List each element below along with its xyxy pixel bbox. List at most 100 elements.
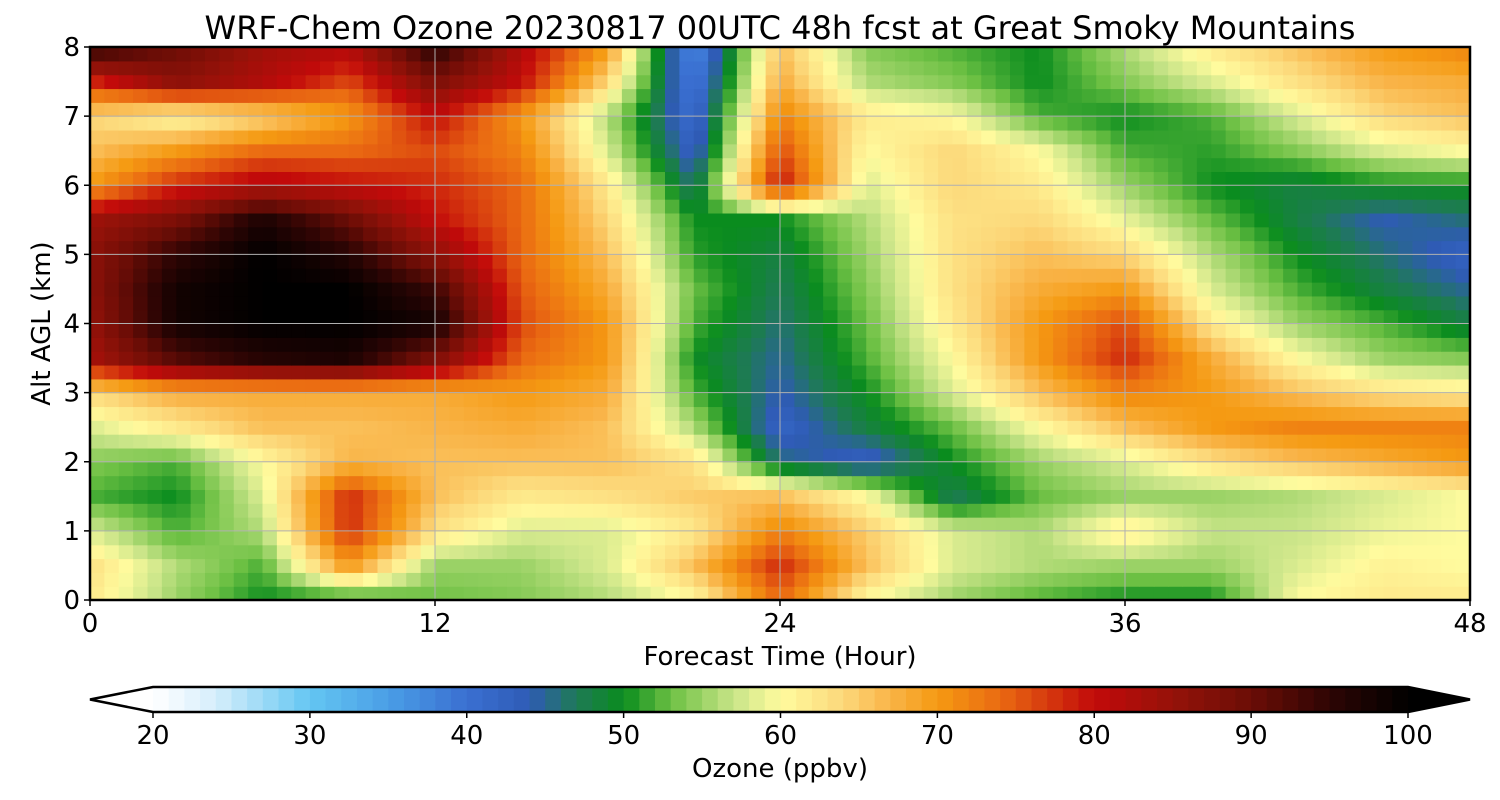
heatmap-cell <box>176 60 192 76</box>
heatmap-cell <box>1455 351 1471 366</box>
heatmap-cell <box>1355 530 1370 546</box>
heatmap-cell <box>966 309 982 325</box>
heatmap-cell <box>463 102 479 117</box>
colorbar-extend-low <box>90 687 153 712</box>
heatmap-cell <box>722 364 738 380</box>
heatmap-cell <box>190 517 206 532</box>
heatmap-cell <box>391 282 407 297</box>
heatmap-cell <box>391 254 407 269</box>
heatmap-cell <box>104 544 120 560</box>
heatmap-cell <box>535 102 551 117</box>
heatmap-cell <box>161 268 177 283</box>
heatmap-cell <box>1311 212 1327 228</box>
heatmap-cell <box>463 475 479 490</box>
heatmap-cell <box>981 406 997 421</box>
heatmap-cell <box>708 282 724 297</box>
heatmap-cell <box>104 489 120 504</box>
heatmap-cell <box>363 364 379 380</box>
heatmap-cell <box>133 517 149 532</box>
plot-area <box>88 45 1472 602</box>
heatmap-cell <box>449 226 465 242</box>
heatmap-cell <box>665 171 680 186</box>
heatmap-cell <box>478 102 494 117</box>
heatmap-cell <box>1383 530 1399 546</box>
heatmap-cell <box>1297 420 1313 435</box>
heatmap-cell <box>1254 116 1270 131</box>
heatmap-cell <box>1355 102 1370 117</box>
heatmap-cell <box>650 116 666 131</box>
heatmap-cell <box>923 185 939 200</box>
heatmap-cell <box>1240 60 1255 76</box>
heatmap-cell <box>449 461 465 477</box>
heatmap-cell <box>1441 74 1457 90</box>
heatmap-cell <box>650 351 666 366</box>
heatmap-cell <box>1340 447 1356 463</box>
heatmap-cell <box>1225 268 1241 283</box>
heatmap-cell <box>478 88 494 103</box>
heatmap-cell <box>190 226 206 242</box>
heatmap-cell <box>420 185 436 200</box>
heatmap-cell <box>880 558 896 573</box>
heatmap-cell <box>550 447 565 463</box>
heatmap-cell <box>650 517 666 532</box>
heatmap-cell <box>1268 74 1284 90</box>
heatmap-cell <box>463 447 479 463</box>
heatmap-cell <box>564 240 580 255</box>
heatmap-cell <box>607 74 623 90</box>
heatmap-cell <box>1426 447 1442 463</box>
heatmap-cell <box>1283 212 1299 228</box>
heatmap-cell <box>952 282 968 297</box>
heatmap-cell <box>981 240 997 255</box>
heatmap-cell <box>363 351 379 366</box>
heatmap-cell <box>1139 475 1155 490</box>
heatmap-cell <box>391 364 407 380</box>
heatmap-cell <box>1067 60 1083 76</box>
heatmap-cell <box>305 143 321 159</box>
colorbar-segment <box>1313 687 1331 712</box>
heatmap-cell <box>248 226 264 242</box>
heatmap-cell <box>1412 129 1428 145</box>
heatmap-cell <box>650 102 666 117</box>
heatmap-cell <box>176 447 192 463</box>
heatmap-cell <box>492 337 508 352</box>
heatmap-cell <box>895 406 910 421</box>
heatmap-cell <box>1211 323 1227 338</box>
heatmap-cell <box>1297 295 1313 311</box>
heatmap-cell <box>1010 544 1025 560</box>
heatmap-cell <box>219 102 235 117</box>
heatmap-cell <box>765 295 781 311</box>
heatmap-cell <box>435 199 450 214</box>
heatmap-cell <box>1254 364 1270 380</box>
heatmap-cell <box>564 74 580 90</box>
heatmap-cell <box>665 102 680 117</box>
heatmap-cell <box>1081 517 1097 532</box>
heatmap-cell <box>780 309 795 325</box>
heatmap-cell <box>1139 558 1155 573</box>
heatmap-cell <box>161 503 177 518</box>
heatmap-cell <box>650 129 666 145</box>
heatmap-cell <box>334 60 350 76</box>
heatmap-cell <box>966 102 982 117</box>
heatmap-cell <box>823 586 839 601</box>
heatmap-cell <box>866 447 882 463</box>
heatmap-cell <box>348 323 364 338</box>
heatmap-cell <box>823 88 839 103</box>
heatmap-cell <box>492 489 508 504</box>
heatmap-cell <box>607 392 623 408</box>
heatmap-cell <box>1268 489 1284 504</box>
heatmap-cell <box>866 351 882 366</box>
heatmap-cell <box>1153 116 1169 131</box>
heatmap-cell <box>995 323 1011 338</box>
heatmap-cell <box>1383 240 1399 255</box>
heatmap-cell <box>1297 240 1313 255</box>
heatmap-cell <box>1240 447 1255 463</box>
heatmap-cell <box>305 434 321 449</box>
heatmap-cell <box>1340 226 1356 242</box>
heatmap-cell <box>851 351 867 366</box>
heatmap-cell <box>1067 447 1083 463</box>
heatmap-cell <box>521 212 537 228</box>
heatmap-cell <box>1139 282 1155 297</box>
heatmap-cell <box>851 586 867 601</box>
heatmap-cell <box>1254 586 1270 601</box>
heatmap-cell <box>765 364 781 380</box>
